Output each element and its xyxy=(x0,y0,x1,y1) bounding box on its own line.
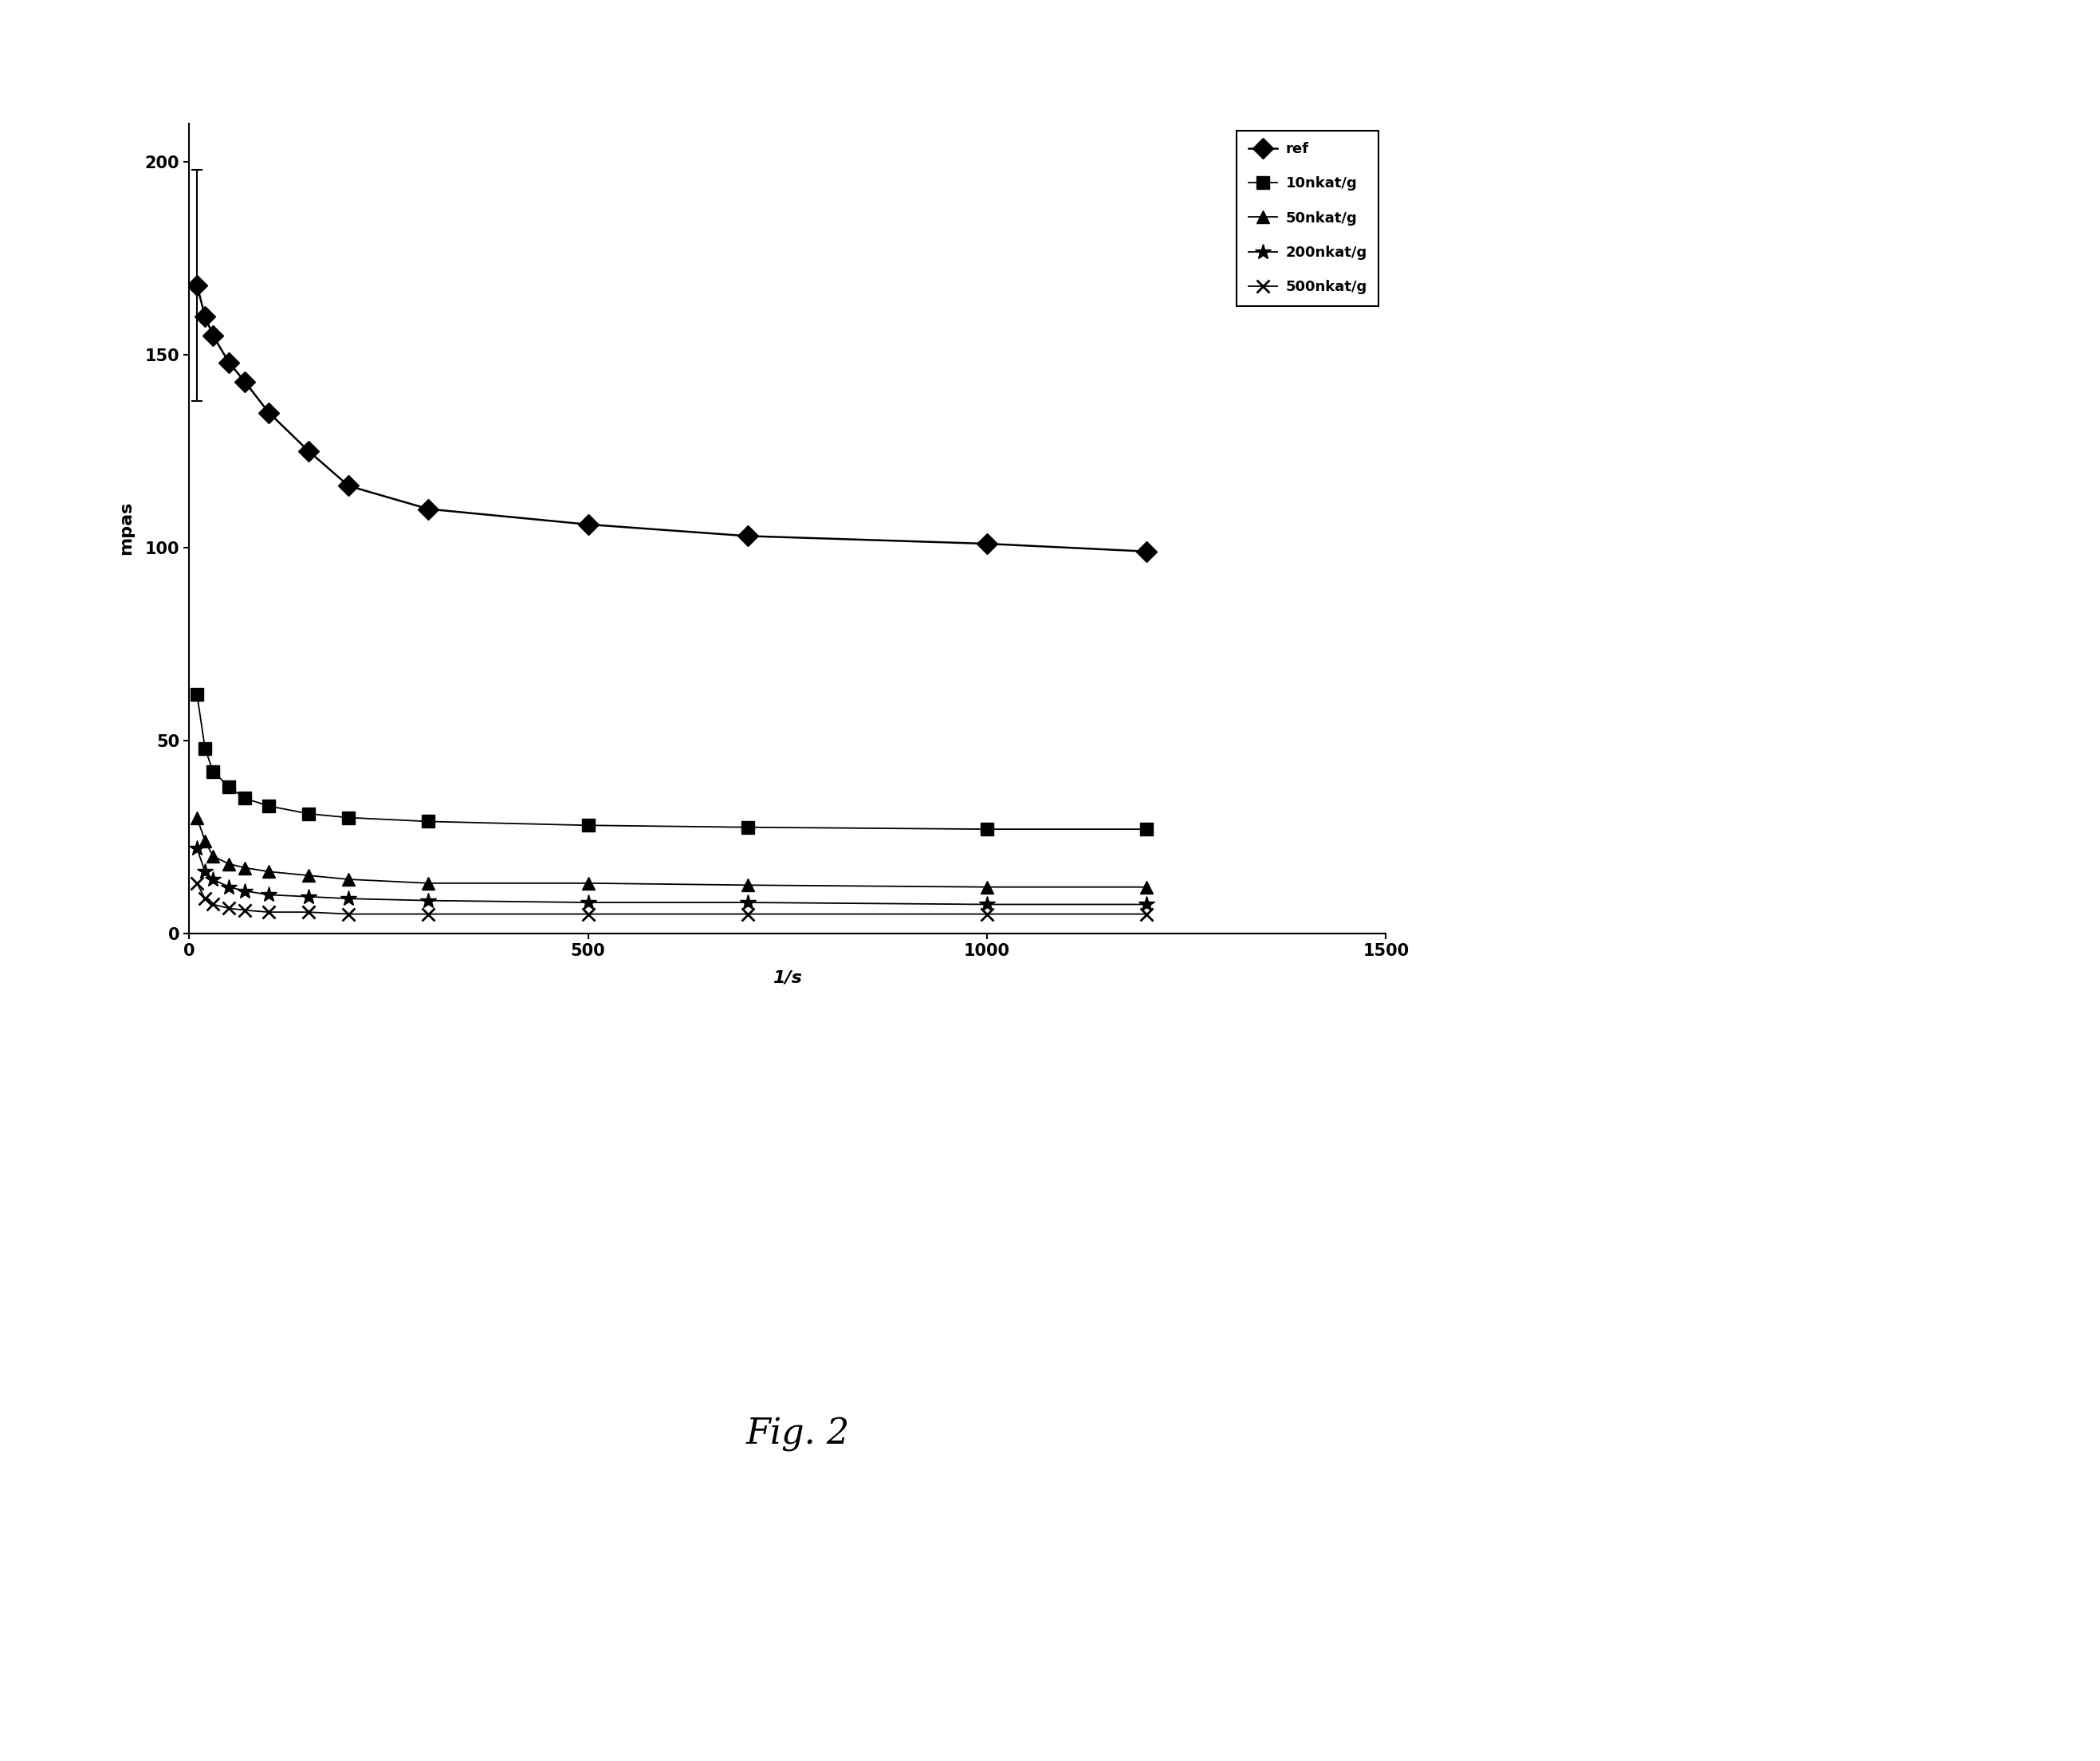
200nkat/g xyxy=(336,888,361,909)
X-axis label: 1/s: 1/s xyxy=(773,970,802,986)
50nkat/g xyxy=(296,865,321,886)
200nkat/g xyxy=(974,895,1000,916)
10nkat/g xyxy=(336,807,361,828)
500nkat/g xyxy=(193,888,218,909)
ref xyxy=(575,514,601,535)
50nkat/g xyxy=(200,845,225,866)
500nkat/g xyxy=(1134,903,1159,925)
200nkat/g xyxy=(200,868,225,889)
500nkat/g xyxy=(575,903,601,925)
500nkat/g xyxy=(336,903,361,925)
200nkat/g xyxy=(1134,895,1159,916)
Line: 500nkat/g: 500nkat/g xyxy=(191,877,1153,921)
Line: 50nkat/g: 50nkat/g xyxy=(191,812,1153,893)
200nkat/g xyxy=(233,880,258,902)
200nkat/g xyxy=(185,838,210,859)
ref xyxy=(1134,541,1159,562)
ref xyxy=(296,440,321,461)
Line: 200nkat/g: 200nkat/g xyxy=(189,840,1155,912)
10nkat/g xyxy=(575,815,601,836)
10nkat/g xyxy=(233,787,258,808)
ref xyxy=(193,306,218,328)
Line: ref: ref xyxy=(189,278,1153,558)
500nkat/g xyxy=(296,902,321,923)
ref xyxy=(256,402,281,423)
200nkat/g xyxy=(296,886,321,907)
500nkat/g xyxy=(735,903,760,925)
500nkat/g xyxy=(256,902,281,923)
50nkat/g xyxy=(185,807,210,828)
10nkat/g xyxy=(200,761,225,782)
500nkat/g xyxy=(233,900,258,921)
10nkat/g xyxy=(1134,819,1159,840)
50nkat/g xyxy=(1134,877,1159,898)
ref xyxy=(735,525,760,546)
50nkat/g xyxy=(193,829,218,851)
200nkat/g xyxy=(416,889,441,910)
50nkat/g xyxy=(974,877,1000,898)
10nkat/g xyxy=(185,683,210,704)
50nkat/g xyxy=(256,861,281,882)
ref xyxy=(336,475,361,497)
ref xyxy=(416,498,441,519)
50nkat/g xyxy=(233,858,258,879)
200nkat/g xyxy=(216,877,241,898)
10nkat/g xyxy=(193,738,218,759)
10nkat/g xyxy=(216,777,241,798)
50nkat/g xyxy=(735,875,760,896)
200nkat/g xyxy=(193,861,218,882)
ref xyxy=(974,534,1000,555)
Line: 10nkat/g: 10nkat/g xyxy=(191,689,1153,835)
ref xyxy=(216,352,241,373)
500nkat/g xyxy=(974,903,1000,925)
200nkat/g xyxy=(256,884,281,905)
ref xyxy=(185,275,210,296)
50nkat/g xyxy=(216,854,241,875)
10nkat/g xyxy=(974,819,1000,840)
500nkat/g xyxy=(416,903,441,925)
50nkat/g xyxy=(416,873,441,895)
10nkat/g xyxy=(296,803,321,824)
ref xyxy=(200,324,225,345)
10nkat/g xyxy=(416,810,441,831)
10nkat/g xyxy=(735,817,760,838)
500nkat/g xyxy=(216,898,241,919)
500nkat/g xyxy=(185,873,210,895)
Legend: ref, 10nkat/g, 50nkat/g, 200nkat/g, 500nkat/g: ref, 10nkat/g, 50nkat/g, 200nkat/g, 500n… xyxy=(1237,130,1380,306)
Y-axis label: mpas: mpas xyxy=(118,502,134,555)
50nkat/g xyxy=(336,868,361,889)
500nkat/g xyxy=(200,895,225,916)
200nkat/g xyxy=(735,891,760,912)
200nkat/g xyxy=(575,891,601,912)
50nkat/g xyxy=(575,873,601,895)
Text: Fig. 2: Fig. 2 xyxy=(745,1418,850,1451)
ref xyxy=(233,372,258,393)
10nkat/g xyxy=(256,796,281,817)
